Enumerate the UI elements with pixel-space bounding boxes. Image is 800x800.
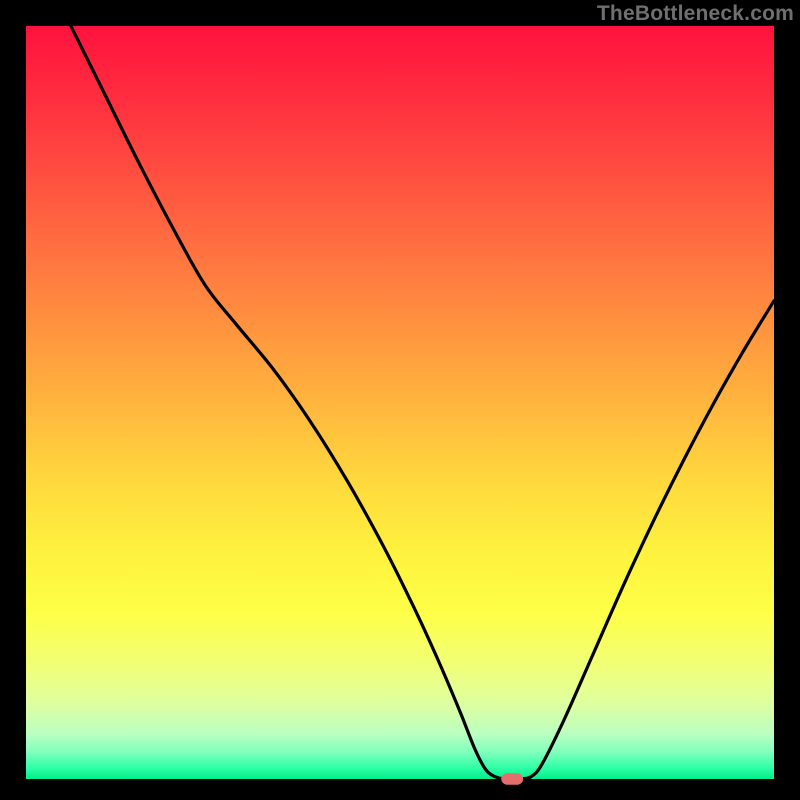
chart-stage: TheBottleneck.com xyxy=(0,0,800,800)
watermark-text: TheBottleneck.com xyxy=(597,2,794,26)
bottleneck-chart xyxy=(0,0,800,800)
plot-gradient-area xyxy=(26,26,774,779)
optimal-marker xyxy=(502,774,523,785)
